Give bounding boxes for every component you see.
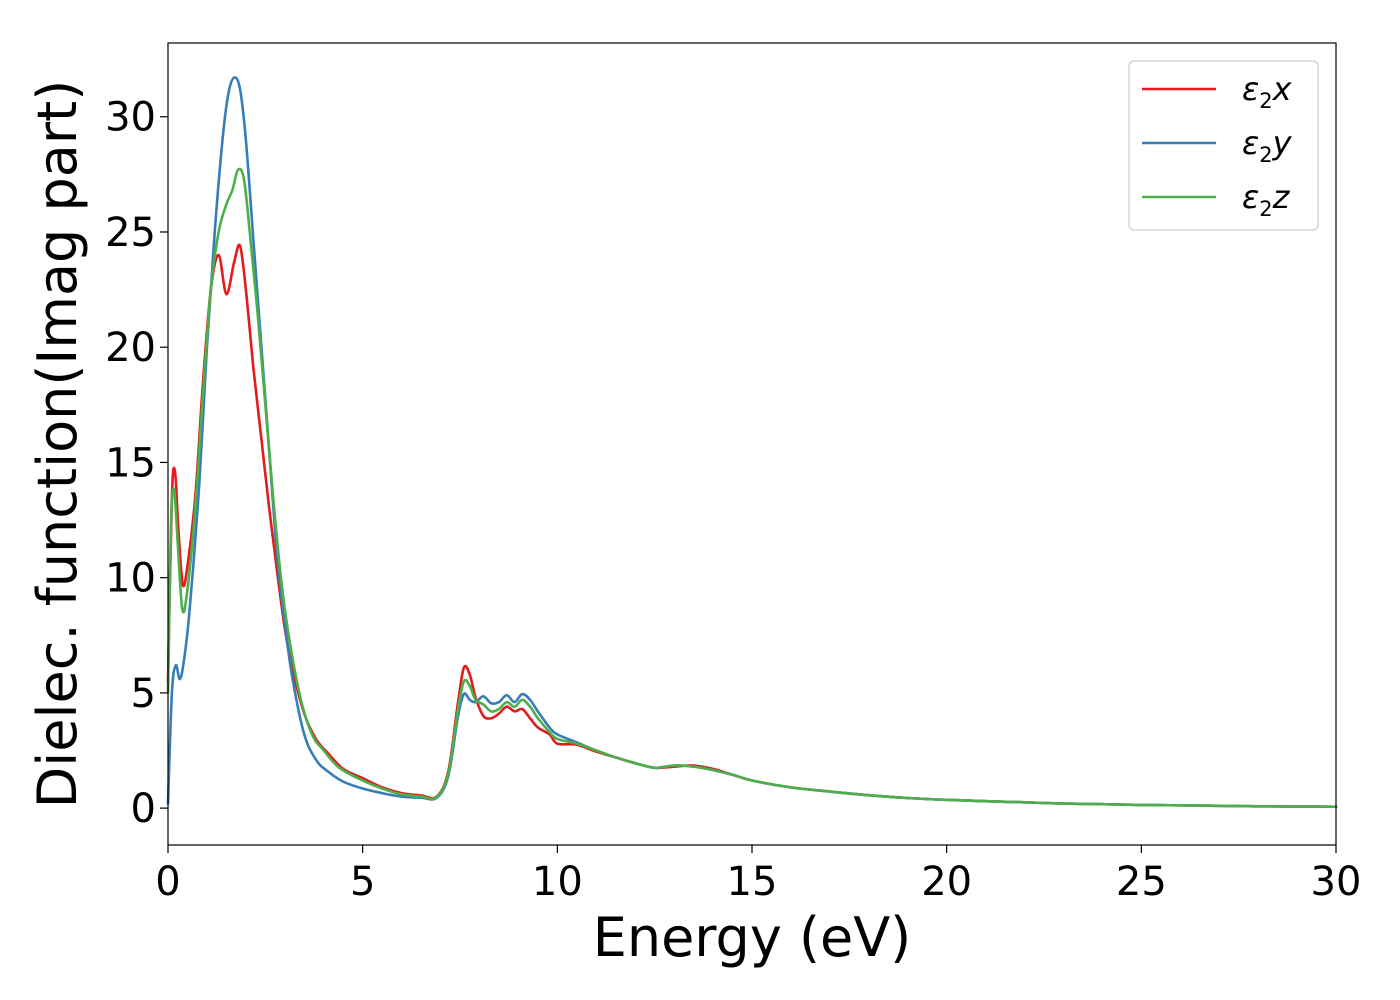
y-tick-label: 15 — [105, 440, 156, 486]
x-axis-title: Energy (eV) — [593, 906, 912, 969]
y-tick-label: 0 — [131, 786, 156, 832]
y-axis-title: Dielec. function(Imag part) — [26, 80, 89, 809]
x-tick-label: 10 — [532, 859, 583, 905]
x-tick-label: 20 — [921, 859, 972, 905]
series-layer — [166, 76, 1338, 809]
y-tick-label: 10 — [105, 556, 156, 602]
x-tick-label: 30 — [1311, 859, 1362, 905]
legend: ε2x ε2y ε2z — [1128, 60, 1319, 231]
x-tick-label: 5 — [350, 859, 375, 905]
legend-label-y: ε2y — [1242, 124, 1293, 167]
x-tick-label: 0 — [155, 859, 180, 905]
x-axis: 0 5 10 15 20 25 30 — [155, 845, 1361, 905]
y-axis: 0 5 10 15 20 25 30 — [105, 95, 168, 832]
legend-label-z: ε2z — [1242, 178, 1291, 221]
y-tick-label: 30 — [105, 95, 156, 141]
x-tick-label: 25 — [1116, 859, 1167, 905]
legend-label-x: ε2x — [1242, 70, 1293, 113]
x-tick-label: 15 — [727, 859, 778, 905]
y-tick-label: 20 — [105, 325, 156, 371]
y-tick-label: 25 — [105, 210, 156, 256]
y-tick-label: 5 — [131, 671, 156, 717]
series-line-z — [166, 167, 1338, 809]
legend-box — [1128, 60, 1319, 231]
